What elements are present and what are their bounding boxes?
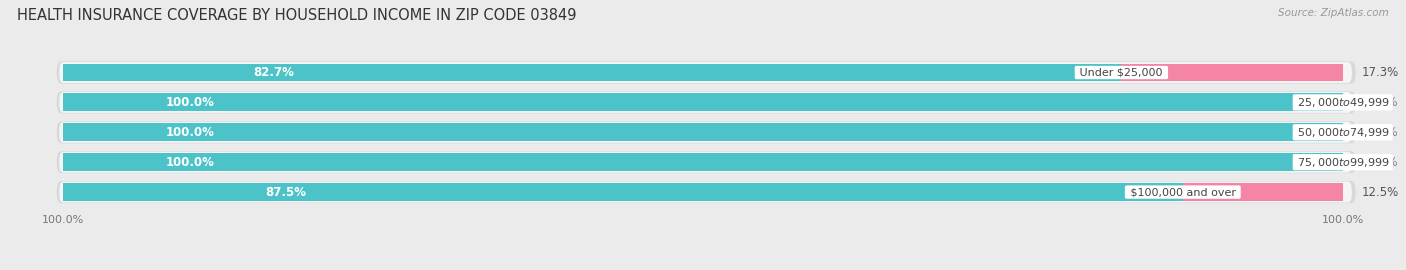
FancyBboxPatch shape [59,182,1351,202]
FancyBboxPatch shape [59,152,1351,173]
FancyBboxPatch shape [56,62,1355,84]
Bar [1182,183,1343,201]
Text: $75,000 to $99,999: $75,000 to $99,999 [1295,156,1391,169]
FancyBboxPatch shape [59,122,1351,143]
FancyBboxPatch shape [59,92,1351,113]
Text: 100.0%: 100.0% [166,96,215,109]
Bar [63,63,1122,82]
FancyBboxPatch shape [56,151,1355,173]
Bar [63,93,1343,112]
Text: 0.0%: 0.0% [1368,156,1398,169]
Text: 17.3%: 17.3% [1362,66,1399,79]
FancyBboxPatch shape [59,62,1351,83]
Text: 100.0%: 100.0% [166,156,215,169]
FancyBboxPatch shape [56,91,1355,113]
Text: $100,000 and over: $100,000 and over [1126,187,1239,197]
Bar [1122,63,1343,82]
Text: $25,000 to $49,999: $25,000 to $49,999 [1295,96,1391,109]
Text: 12.5%: 12.5% [1362,185,1399,198]
Text: $50,000 to $74,999: $50,000 to $74,999 [1295,126,1391,139]
Bar [63,123,1343,141]
Text: Source: ZipAtlas.com: Source: ZipAtlas.com [1278,8,1389,18]
Text: Under $25,000: Under $25,000 [1077,68,1167,77]
Text: 0.0%: 0.0% [1368,96,1398,109]
Bar [63,153,1343,171]
Text: 82.7%: 82.7% [253,66,295,79]
Text: 100.0%: 100.0% [166,126,215,139]
Bar [63,183,1182,201]
FancyBboxPatch shape [56,181,1355,203]
Text: 87.5%: 87.5% [264,185,305,198]
Text: HEALTH INSURANCE COVERAGE BY HOUSEHOLD INCOME IN ZIP CODE 03849: HEALTH INSURANCE COVERAGE BY HOUSEHOLD I… [17,8,576,23]
Text: 0.0%: 0.0% [1368,126,1398,139]
FancyBboxPatch shape [56,121,1355,143]
